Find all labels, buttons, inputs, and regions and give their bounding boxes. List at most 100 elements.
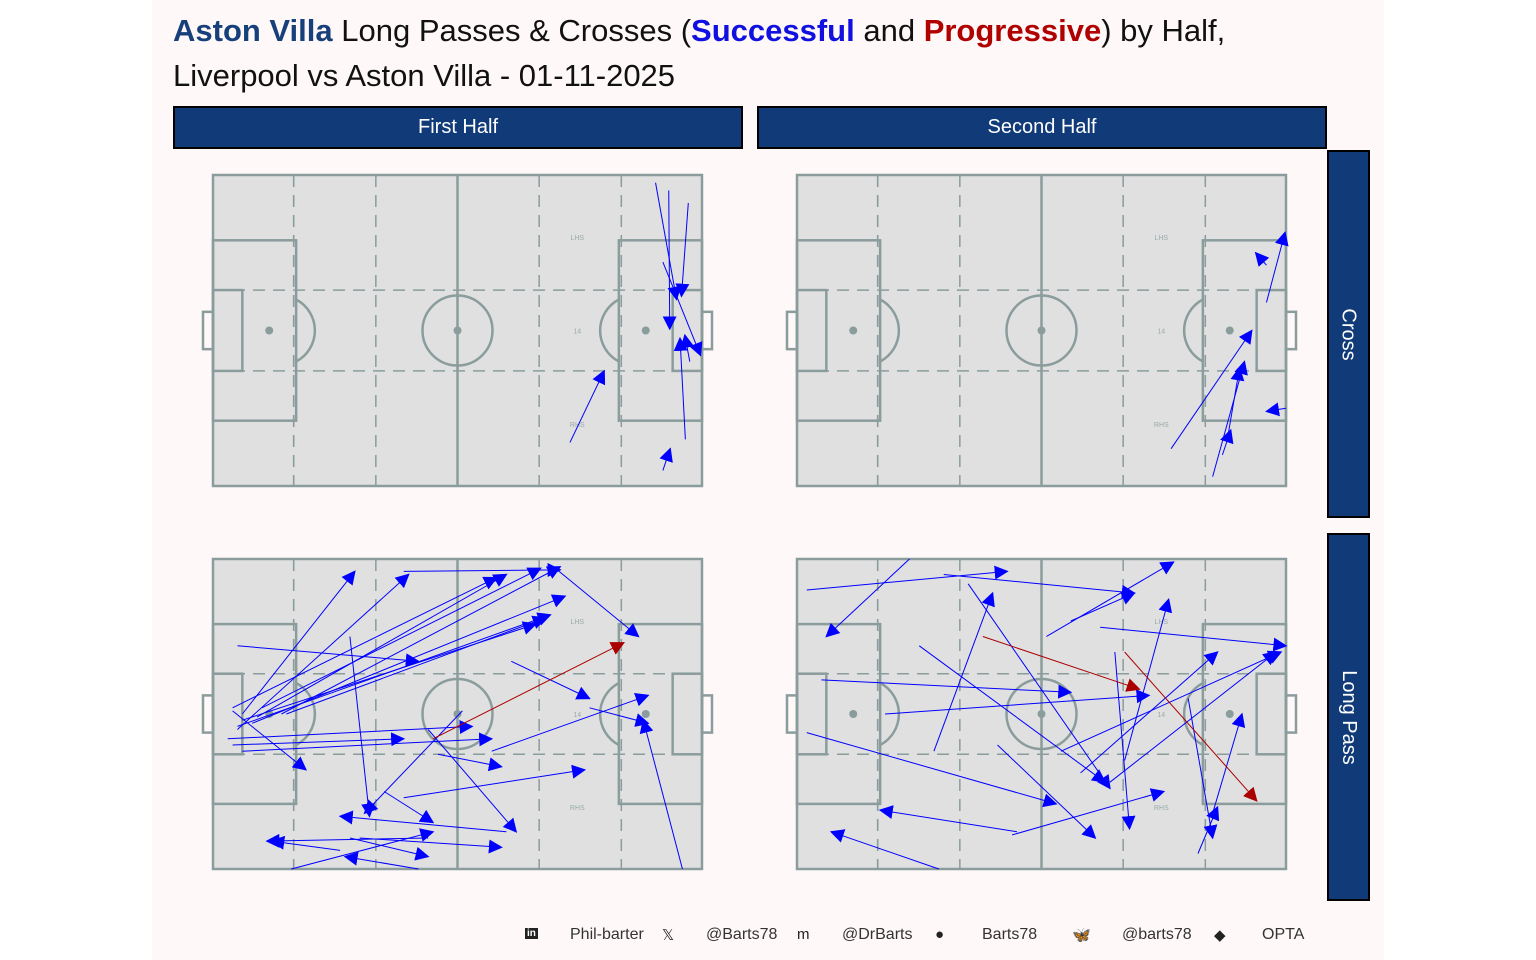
successful-pass-arrow [943,574,1136,599]
footer-text: Phil-barter [570,926,644,943]
successful-pass-arrow [383,791,435,824]
successful-pass-arrow [1220,428,1234,456]
centre-spot [453,326,462,335]
successful-pass-arrow [829,829,939,870]
centre-circle [1005,294,1078,367]
bluesky-icon: 🦋 [1072,927,1091,944]
successful-pass-arrow [227,720,474,740]
successful-pass-arrow [569,369,606,443]
centre-circle [421,677,494,751]
goal-left [201,694,215,734]
zone-label-rhs: RHS [1154,805,1169,812]
penalty-spot-right [641,710,650,718]
successful-pass-arrow [241,570,356,715]
penalty-spot-right [1225,710,1234,718]
successful-pass-arrow [1187,698,1218,840]
pass-arrows-2 [227,562,683,870]
chart-subtitle: Liverpool vs Aston Villa - 01-11-2025 [173,58,676,93]
goal-right [700,310,714,351]
successful-pass-arrow [639,718,683,870]
successful-pass-arrow [349,636,376,818]
title-line: Aston Villa Long Passes & Crosses (Succe… [173,8,1373,53]
successful-pass-arrow [1265,231,1289,303]
footer-credits: in Phil-barter 𝕏 @Barts78 m @DrBarts ● Barts78 🦋… [0,924,1536,948]
pitch-1: LHS 14 RHS [785,173,1298,488]
centre-spot [453,710,462,718]
zone-label-lhs: LHS [1154,235,1168,242]
successful-pass-arrow [1226,366,1245,440]
pass-arrows-3 [806,558,1288,870]
successful-pass-arrow [338,810,507,833]
successful-pass-arrow [825,558,910,638]
centre-circle [421,294,494,367]
dropbox-icon: ◆ [1214,927,1226,944]
successful-pass-arrow [237,573,410,730]
successful-pass-arrow [427,729,518,833]
title-team: Aston Villa [173,13,333,48]
successful-pass-arrow [232,576,498,709]
penalty-spot-left [849,710,858,718]
progressive-pass-arrow [432,642,626,740]
zone-label-lhs: LHS [570,619,584,626]
footer-text: OPTA [1262,926,1305,943]
facet-strip-long-pass: Long Pass [1327,533,1370,901]
pitch-panels: LHS 14 RHS LHS 14 RHS LHS 14 RHS LHS 14 RHS [201,173,1298,871]
goal-left [785,694,799,734]
pitch-0: LHS 14 RHS [201,173,714,488]
successful-pass-arrow [997,744,1097,839]
successful-pass-arrow [1046,561,1175,637]
mastodon-icon: m [797,926,810,943]
successful-pass-arrow [933,591,995,752]
centre-circle [1005,677,1078,751]
successful-pass-arrow [1212,712,1246,814]
successful-pass-arrow [806,732,1058,808]
penalty-spot-left [265,326,274,335]
successful-pass-arrow [349,837,430,861]
successful-pass-arrow [237,645,420,668]
successful-pass-arrow [242,732,494,752]
successful-pass-arrow [878,805,1018,833]
zone-label-14: 14 [1157,712,1165,719]
footer-text: @DrBarts [842,926,913,943]
successful-pass-arrow [589,707,650,727]
successful-pass-arrow [343,851,419,870]
penalty-arc-right [598,298,620,363]
successful-pass-arrow [1070,591,1136,622]
title-text-2: ) by Half, [1101,13,1226,48]
penalty-spot-right [641,326,650,335]
successful-pass-arrow [1170,329,1253,449]
successful-pass-arrow [232,732,406,747]
title-successful: Successful [691,13,855,48]
title-and: and [854,13,924,48]
penalty-arc-right [598,681,620,747]
successful-pass-arrow [437,753,503,772]
goal-left [785,310,799,351]
pass-arrows-1 [1170,231,1289,477]
successful-pass-arrow [918,645,1107,784]
successful-pass-arrow [659,447,673,471]
zone-label-rhs: RHS [570,422,585,429]
pitch-2: LHS 14 RHS [201,557,714,871]
penalty-spot-left [849,326,858,335]
successful-pass-arrow [821,679,1073,699]
successful-pass-arrow [403,562,562,577]
pitch-3: LHS 14 RHS [785,557,1298,871]
zone-label-lhs: LHS [570,235,584,242]
zone-label-rhs: RHS [570,805,585,812]
penalty-arc-left [879,681,901,747]
footer-text: @Barts78 [706,926,778,943]
successful-pass-arrow [232,710,308,771]
successful-pass-arrow [967,583,1111,790]
successful-pass-arrow [281,566,562,715]
successful-pass-arrow [359,837,503,854]
penalty-spot-right [1225,326,1234,335]
title-progressive: Progressive [923,13,1102,48]
successful-pass-arrow [1265,402,1287,417]
linkedin-icon: in [525,928,538,939]
x-twitter-icon: 𝕏 [662,927,675,944]
footer-text: Barts78 [982,926,1038,943]
zone-label-rhs: RHS [1154,422,1169,429]
goal-right [1284,310,1298,351]
facet-label-second-half: Second Half [987,116,1097,138]
footer-text: @barts78 [1122,926,1192,943]
